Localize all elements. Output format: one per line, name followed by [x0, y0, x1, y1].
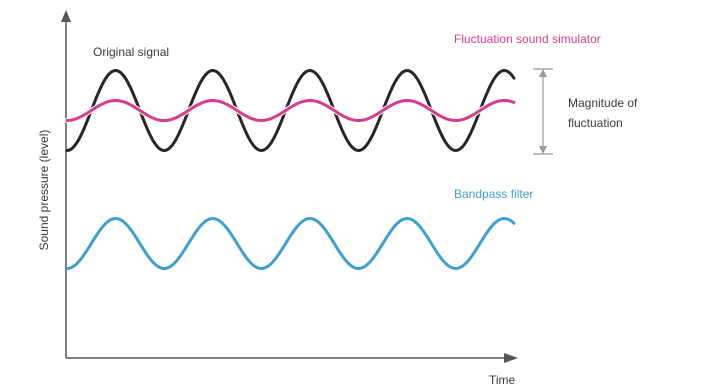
y-axis-arrowhead: [61, 10, 71, 22]
fluctuation-simulator-label: Fluctuation sound simulator: [454, 32, 601, 46]
magnitude-of-fluctuation-label: Magnitude of fluctuation: [568, 96, 638, 130]
x-axis-arrowhead: [504, 353, 518, 363]
y-axis-label: Sound pressure (level): [37, 129, 51, 251]
fluctuation-simulator-wave: [65, 98, 516, 123]
magnitude-bracket-arrow-down: [539, 146, 547, 154]
magnitude-bracket-arrow-up: [539, 69, 547, 77]
bandpass-filter-label: Bandpass filter: [454, 187, 534, 201]
original-signal-wave: [65, 68, 516, 153]
bandpass-filter-wave: [65, 216, 516, 271]
magnitude-bracket: [533, 68, 553, 155]
original-signal-label: Original signal: [93, 45, 170, 59]
x-axis-label: Time: [489, 373, 516, 387]
